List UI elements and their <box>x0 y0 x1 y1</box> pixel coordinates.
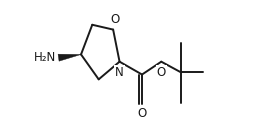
Text: H₂N: H₂N <box>34 51 56 64</box>
Text: N: N <box>115 66 124 79</box>
Polygon shape <box>58 54 81 61</box>
Text: O: O <box>110 13 120 26</box>
Text: O: O <box>157 66 166 79</box>
Text: O: O <box>137 107 147 120</box>
